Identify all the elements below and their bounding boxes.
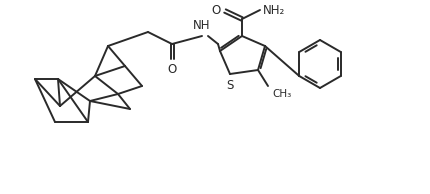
Text: O: O	[212, 4, 221, 17]
Text: NH: NH	[193, 19, 211, 32]
Text: CH₃: CH₃	[272, 89, 291, 99]
Text: NH₂: NH₂	[263, 3, 285, 16]
Text: O: O	[167, 63, 177, 76]
Text: S: S	[226, 79, 233, 92]
